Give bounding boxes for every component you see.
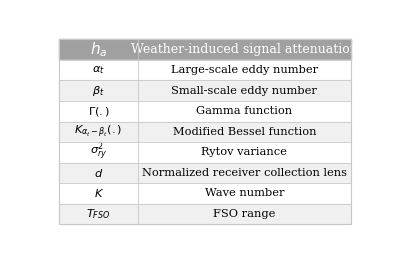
Bar [59, 163, 138, 183]
Text: Small-scale eddy number: Small-scale eddy number [172, 86, 317, 96]
Bar [138, 60, 351, 80]
Text: $K$: $K$ [94, 187, 104, 199]
Text: $\sigma_{ry}^{2}$: $\sigma_{ry}^{2}$ [90, 141, 107, 163]
Bar [59, 101, 138, 122]
Text: FSO range: FSO range [213, 209, 276, 219]
Text: $K_{\alpha_t-\beta_t}(.)$: $K_{\alpha_t-\beta_t}(.)$ [74, 124, 123, 140]
Bar [59, 80, 138, 101]
Text: Weather-induced signal attenuation: Weather-induced signal attenuation [131, 43, 358, 56]
Text: $\Gamma(.)$: $\Gamma(.)$ [88, 105, 110, 118]
Bar [59, 183, 138, 204]
Text: Rytov variance: Rytov variance [202, 147, 287, 157]
Bar [138, 163, 351, 183]
Text: $T_{FSO}$: $T_{FSO}$ [86, 207, 111, 221]
Bar [138, 101, 351, 122]
Bar [59, 204, 138, 224]
Text: Gamma function: Gamma function [196, 106, 292, 116]
Text: $\alpha_t$: $\alpha_t$ [92, 64, 105, 76]
Text: $\beta_t$: $\beta_t$ [92, 84, 105, 98]
Text: $d$: $d$ [94, 167, 103, 179]
Bar [59, 60, 138, 80]
Bar [59, 122, 138, 142]
Bar [138, 183, 351, 204]
Text: Modified Bessel function: Modified Bessel function [172, 127, 316, 137]
Bar [59, 39, 351, 60]
Bar [138, 122, 351, 142]
Bar [138, 142, 351, 163]
Text: Large-scale eddy number: Large-scale eddy number [171, 65, 318, 75]
Bar [59, 142, 138, 163]
Text: Wave number: Wave number [204, 188, 284, 198]
Bar [138, 204, 351, 224]
Bar [138, 80, 351, 101]
Text: Normalized receiver collection lens: Normalized receiver collection lens [142, 168, 347, 178]
Text: $h_a$: $h_a$ [90, 40, 107, 59]
